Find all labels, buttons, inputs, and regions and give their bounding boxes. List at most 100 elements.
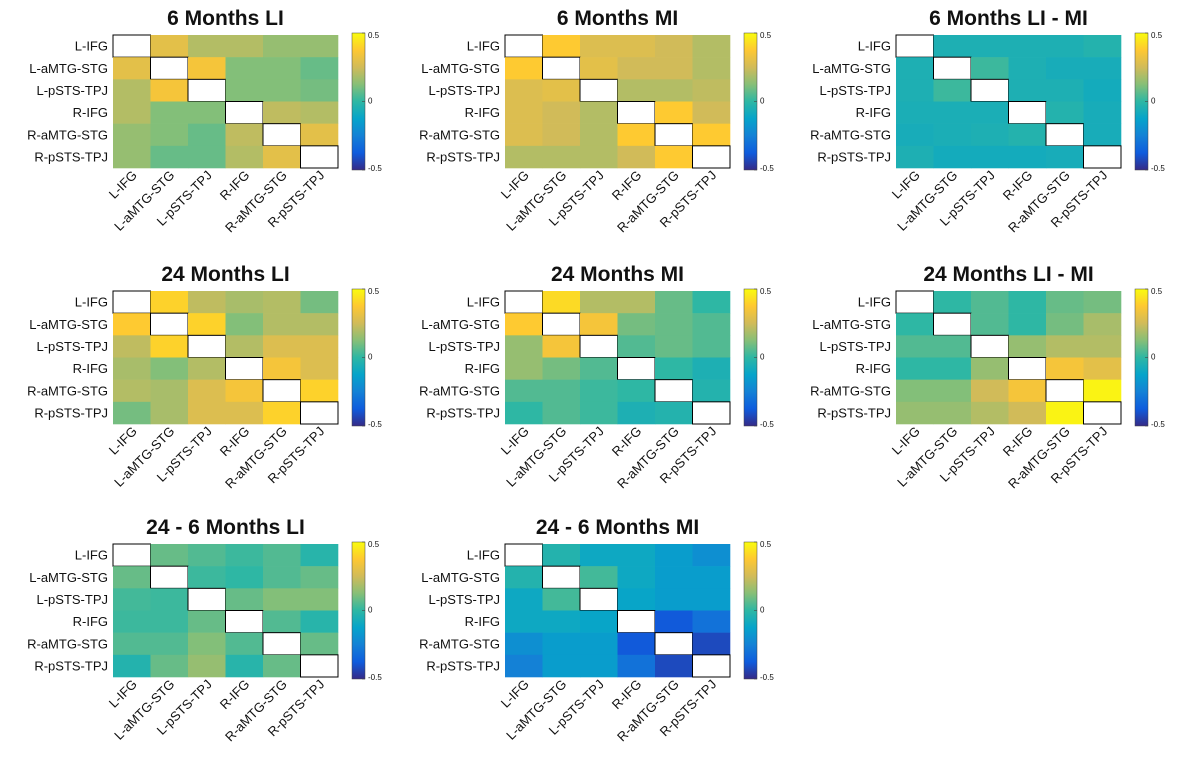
- heatmap-cell: [896, 313, 934, 336]
- y-tick-label: L-IFG: [858, 39, 891, 54]
- y-tick-label: R-pSTS-TPJ: [817, 149, 891, 164]
- heatmap-cell: [188, 610, 226, 633]
- empty-cell: [262, 123, 301, 147]
- heatmap-panel: 24 Months LI - MI L-IFG L-aMTG-STG L-pSTS-T…: [810, 263, 1165, 491]
- heatmap-cell: [655, 57, 693, 80]
- heatmap-cell: [580, 145, 618, 169]
- heatmap-cell: [300, 79, 339, 102]
- empty-cell: [654, 379, 693, 403]
- heatmap-cell: [655, 145, 693, 169]
- heatmap-cell: [542, 291, 581, 314]
- heatmap-cell: [655, 610, 693, 633]
- x-tick-label: R-IFG: [609, 168, 645, 204]
- heatmap-cell: [933, 123, 972, 147]
- colorbar-tick-label: -0.5: [760, 164, 774, 173]
- heatmap-cell: [655, 313, 693, 336]
- heatmap-cell: [300, 35, 339, 58]
- heatmap-cell: [617, 313, 656, 336]
- heatmap-cell: [505, 654, 543, 678]
- heatmap-cell: [505, 379, 543, 403]
- empty-cell: [692, 654, 731, 678]
- heatmap-cell: [263, 313, 301, 336]
- heatmap-cell: [505, 57, 543, 80]
- y-tick-label: R-IFG: [73, 614, 108, 629]
- empty-cell: [895, 290, 934, 314]
- x-tick-label: L-IFG: [106, 168, 140, 202]
- heatmap-cell: [300, 291, 339, 314]
- y-tick-label: L-IFG: [75, 295, 108, 310]
- heatmap-panel: 6 Months LI - MI L-IFG L-aMTG-STG L-pSTS-TP…: [810, 7, 1165, 235]
- heatmap-cell: [263, 79, 301, 102]
- heatmap-cell: [113, 357, 151, 380]
- y-tick-label: R-pSTS-TPJ: [426, 149, 500, 164]
- heatmap-cell: [617, 566, 656, 589]
- heatmap-cell: [1046, 313, 1084, 336]
- heatmap-cell: [542, 35, 581, 58]
- y-tick-label: R-IFG: [465, 614, 500, 629]
- heatmap-cell: [933, 79, 972, 102]
- y-tick-label: L-IFG: [75, 548, 108, 563]
- heatmap-cell: [225, 335, 264, 358]
- heatmap-cell: [1008, 123, 1047, 147]
- heatmap-cell: [225, 566, 264, 589]
- heatmap-cell: [971, 35, 1009, 58]
- empty-cell: [895, 34, 934, 58]
- empty-cell: [150, 312, 189, 336]
- heatmap-cell: [1083, 35, 1122, 58]
- y-tick-label: R-pSTS-TPJ: [34, 405, 108, 420]
- y-tick-label: L-pSTS-TPJ: [36, 83, 108, 98]
- x-tick-label: L-IFG: [498, 424, 532, 458]
- empty-cell: [692, 401, 731, 425]
- y-tick-label: L-IFG: [467, 295, 500, 310]
- chart-title: 6 Months MI: [557, 7, 678, 30]
- heatmap-cell: [150, 379, 189, 403]
- y-tick-label: L-pSTS-TPJ: [819, 339, 891, 354]
- y-tick-label: R-aMTG-STG: [810, 127, 891, 142]
- heatmap-cell: [225, 313, 264, 336]
- y-tick-label: R-pSTS-TPJ: [426, 658, 500, 673]
- colorbar-tick-label: 0: [1151, 353, 1156, 362]
- empty-cell: [300, 654, 339, 678]
- empty-cell: [542, 56, 581, 80]
- colorbar-tick-label: -0.5: [1151, 164, 1165, 173]
- heatmap-cell: [1046, 335, 1084, 358]
- empty-cell: [617, 357, 656, 381]
- y-tick-label: L-IFG: [75, 39, 108, 54]
- empty-cell: [262, 379, 301, 403]
- heatmap-cell: [188, 145, 226, 169]
- colorbar-tick-label: 0.5: [760, 540, 772, 549]
- y-tick-label: R-IFG: [856, 361, 891, 376]
- heatmap-cell: [225, 79, 264, 102]
- heatmap-cell: [580, 566, 618, 589]
- heatmap-cell: [1046, 101, 1084, 124]
- colorbar-tick-label: 0: [760, 606, 765, 615]
- colorbar-tick-label: 0.5: [1151, 287, 1163, 296]
- y-tick-label: L-aMTG-STG: [421, 570, 500, 585]
- heatmap-cell: [617, 291, 656, 314]
- y-tick-label: L-aMTG-STG: [29, 61, 108, 76]
- empty-cell: [654, 123, 693, 147]
- heatmap-cell: [971, 123, 1009, 147]
- heatmap-cell: [933, 145, 972, 169]
- heatmap-cell: [113, 79, 151, 102]
- heatmap-cell: [542, 632, 581, 656]
- heatmap-cell: [225, 588, 264, 611]
- heatmap-cell: [225, 379, 264, 403]
- heatmap-cell: [300, 313, 339, 336]
- heatmap-cell: [300, 357, 339, 380]
- heatmap-cell: [542, 610, 581, 633]
- heatmap-cell: [933, 101, 972, 124]
- x-tick-label: R-IFG: [217, 677, 253, 713]
- empty-cell: [225, 357, 264, 381]
- heatmap-cell: [263, 401, 301, 425]
- heatmap-cell: [896, 357, 934, 380]
- heatmap-cell: [113, 335, 151, 358]
- heatmap-cell: [263, 544, 301, 567]
- heatmap-cell: [692, 632, 731, 656]
- heatmap-cell: [580, 313, 618, 336]
- heatmap-cell: [655, 544, 693, 567]
- heatmap-cell: [1083, 357, 1122, 380]
- heatmap-cell: [188, 123, 226, 147]
- heatmap-cell: [113, 588, 151, 611]
- colorbar-tick-label: 0: [760, 97, 765, 106]
